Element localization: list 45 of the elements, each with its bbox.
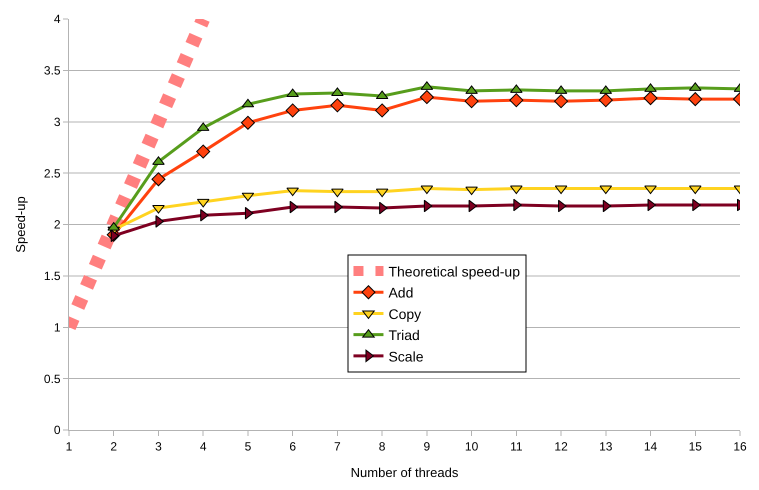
point xyxy=(464,94,479,108)
x-tick-label: 12 xyxy=(554,439,568,454)
point xyxy=(375,103,390,118)
x-tick-label: 11 xyxy=(510,439,523,454)
point xyxy=(644,91,658,106)
x-tick-label: 9 xyxy=(424,439,431,454)
point xyxy=(240,116,255,130)
point xyxy=(196,144,210,159)
x-tick-label: 15 xyxy=(688,439,702,454)
point xyxy=(598,93,613,108)
x-tick-label: 1 xyxy=(66,439,73,454)
y-tick-label: 0.5 xyxy=(44,372,61,386)
legend-label: Scale xyxy=(388,348,424,364)
y-tick-label: 1.5 xyxy=(44,269,61,284)
point xyxy=(509,93,524,108)
point xyxy=(330,98,344,112)
x-tick-label: 4 xyxy=(200,439,207,454)
x-tick-label: 10 xyxy=(464,439,479,454)
y-tick-label: 3 xyxy=(54,114,61,129)
x-tick-label: 3 xyxy=(155,439,162,454)
point xyxy=(151,172,166,186)
y-tick-label: 0 xyxy=(54,423,61,438)
point xyxy=(420,90,434,104)
x-tick-label: 2 xyxy=(110,439,118,454)
legend-label: Triad xyxy=(388,327,420,344)
point xyxy=(286,103,300,118)
y-tick-label: 4 xyxy=(54,12,61,26)
x-axis-title: Number of threads xyxy=(350,465,459,480)
y-tick-label: 2.5 xyxy=(44,166,61,180)
legend-label: Theoretical speed-up xyxy=(388,264,520,280)
y-tick-label: 2 xyxy=(54,218,61,232)
legend-label: Add xyxy=(388,284,414,301)
x-tick-label: 13 xyxy=(599,439,613,454)
x-tick-label: 16 xyxy=(733,439,747,454)
x-tick-label: 14 xyxy=(644,439,658,454)
point xyxy=(554,94,568,108)
x-tick-label: 7 xyxy=(334,439,342,454)
point xyxy=(688,92,702,106)
legend-label: Copy xyxy=(388,306,422,322)
x-tick-label: 6 xyxy=(289,439,296,454)
x-tick-label: 8 xyxy=(378,439,386,454)
y-tick-label: 3.5 xyxy=(44,64,61,78)
y-axis-title: Speed-up xyxy=(12,196,28,253)
y-tick-label: 1 xyxy=(54,320,61,334)
x-tick-label: 5 xyxy=(244,439,252,454)
